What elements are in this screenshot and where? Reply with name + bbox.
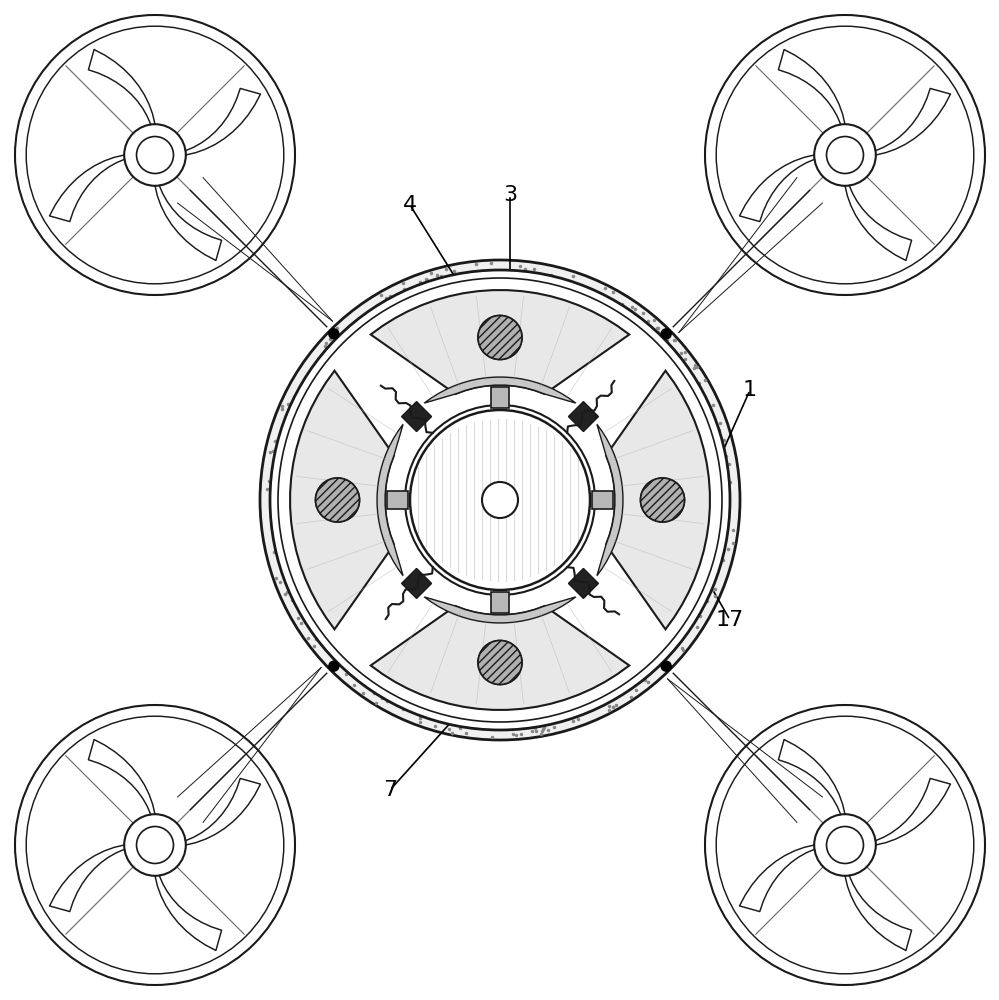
Polygon shape [491,387,509,408]
Polygon shape [402,568,432,598]
Circle shape [316,478,360,522]
Polygon shape [402,402,432,432]
Text: 3: 3 [502,185,517,205]
Circle shape [405,405,595,595]
Polygon shape [425,597,575,623]
Circle shape [329,329,339,339]
Circle shape [640,478,684,522]
Circle shape [478,641,522,684]
Circle shape [478,641,522,684]
Circle shape [640,478,684,522]
Circle shape [329,661,339,671]
Circle shape [260,260,740,740]
Text: 7: 7 [383,780,397,800]
Polygon shape [371,290,629,394]
Polygon shape [597,424,623,576]
Circle shape [270,270,730,730]
Polygon shape [606,371,710,629]
Circle shape [478,316,522,360]
Polygon shape [290,371,394,629]
Polygon shape [387,491,408,509]
Polygon shape [377,424,403,576]
Polygon shape [371,606,629,710]
Polygon shape [568,568,598,598]
Text: 17: 17 [716,610,744,630]
Polygon shape [592,491,613,509]
Circle shape [316,478,360,522]
Polygon shape [568,402,598,432]
Circle shape [661,661,671,671]
Circle shape [482,482,518,518]
Circle shape [478,316,522,360]
Text: 4: 4 [403,195,417,215]
Text: 1: 1 [743,380,757,400]
Circle shape [661,329,671,339]
Polygon shape [425,377,575,403]
Polygon shape [491,592,509,613]
